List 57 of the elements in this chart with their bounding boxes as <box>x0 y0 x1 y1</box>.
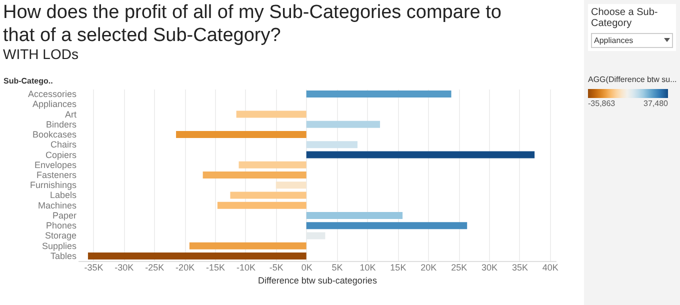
x-tick-label: 30K <box>482 262 498 272</box>
x-tick-label: -5K <box>269 262 284 272</box>
x-tick-label: 0K <box>301 262 312 272</box>
y-tick-label: Envelopes <box>34 160 77 170</box>
bar <box>276 182 306 189</box>
y-axis-title: Sub-Catego.. <box>4 76 53 86</box>
y-tick-label: Labels <box>50 190 77 200</box>
x-tick-label: -10K <box>236 262 256 272</box>
bar <box>176 131 306 138</box>
dropdown-field: Appliances <box>591 33 673 48</box>
x-tick-label: -20K <box>176 262 195 272</box>
y-tick-label: Chairs <box>50 140 77 150</box>
x-tick-label: 20K <box>420 262 437 272</box>
bar <box>238 161 306 168</box>
y-tick-label: Appliances <box>32 99 77 110</box>
bar <box>189 242 306 250</box>
bar <box>236 110 306 118</box>
y-tick-label: Art <box>64 109 77 120</box>
y-tick-label: Fasteners <box>36 170 77 180</box>
text: Choose a Sub-Category <box>591 7 659 29</box>
y-tick-label: Binders <box>46 119 77 130</box>
y-tick-label: Furnishings <box>30 180 77 190</box>
x-tick-label: -25K <box>145 262 164 272</box>
bar <box>306 222 468 230</box>
bar <box>306 141 358 148</box>
x-tick-label: 35K <box>512 262 528 272</box>
y-tick-label: Phones <box>46 220 77 231</box>
x-tick-label: 15K <box>390 262 406 272</box>
bar <box>306 151 535 158</box>
bar <box>88 252 306 260</box>
y-tick-label: Paper <box>52 210 76 220</box>
y-tick-label: Accessories <box>28 89 77 100</box>
y-tick-label: Tables <box>50 250 77 261</box>
x-tick-label: -15K <box>206 262 226 272</box>
color-bar-title: AGG(Difference btw su... <box>588 75 677 84</box>
x-tick-label: 40K <box>542 262 558 272</box>
bar <box>202 172 306 178</box>
bar <box>306 212 403 219</box>
bar <box>306 90 452 98</box>
chart-title: How does the profit of all of my Sub-Categories compare to that of a selected Sub-Category? <box>3 2 502 46</box>
y-tick-label: Bookcases <box>32 130 77 140</box>
color-bar-label: 37,480 <box>644 99 669 108</box>
y-tick-label: Machines <box>38 200 77 210</box>
x-tick-label: -30K <box>114 262 134 272</box>
x-tick-label: -35K <box>84 262 104 272</box>
y-tick-label: Copiers <box>45 150 77 160</box>
y-tick-label: Supplies <box>42 240 77 251</box>
chart-subtitle: WITH LODs <box>3 46 78 62</box>
color-bar-label: -35,863 <box>588 99 616 108</box>
x-tick-label: 10K <box>360 262 376 272</box>
bar <box>230 192 306 199</box>
x-tick-label: 5K <box>332 262 343 272</box>
x-tick-label: 25K <box>451 262 468 272</box>
x-axis-title: Difference btw sub-categories <box>258 276 378 286</box>
bar <box>306 120 380 128</box>
bar <box>217 202 306 209</box>
y-tick-label: Storage <box>44 230 76 241</box>
